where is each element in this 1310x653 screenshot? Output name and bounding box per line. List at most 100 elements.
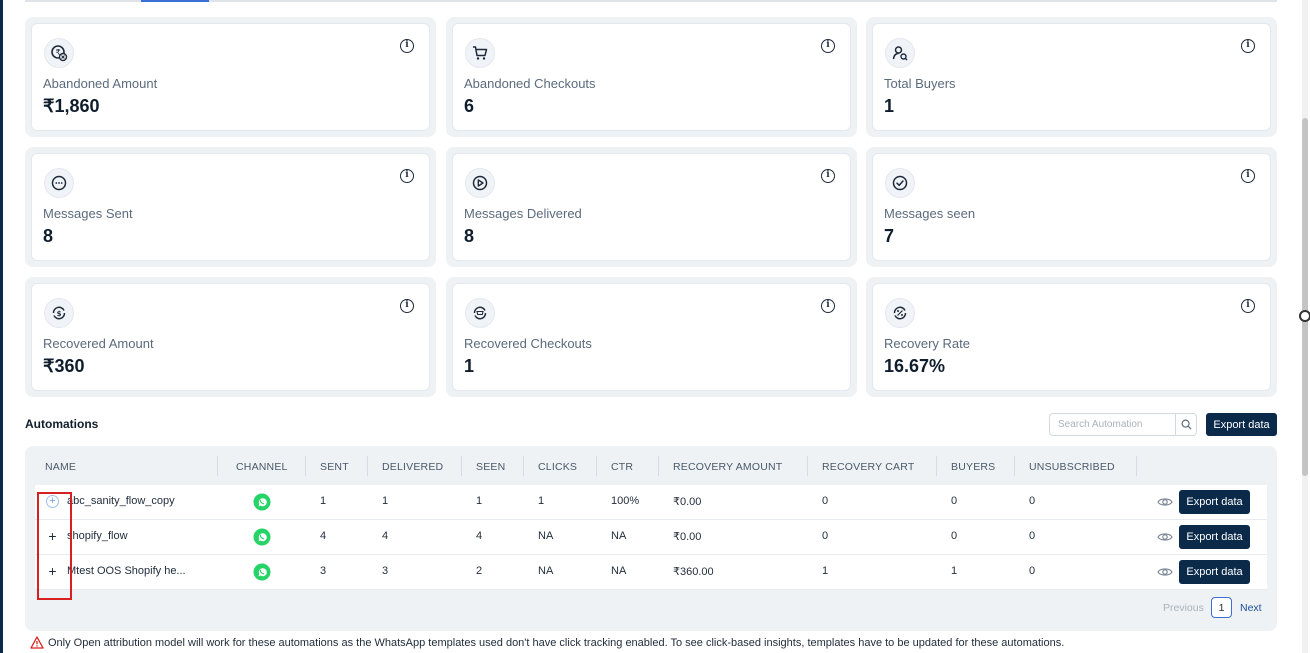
- pagination-previous[interactable]: Previous: [1163, 602, 1204, 614]
- cell-recovery-amount: ₹0.00: [673, 496, 702, 508]
- export-data-button[interactable]: Export data: [1206, 413, 1277, 436]
- automations-table: NAME CHANNEL SENT DELIVERED SEEN CLICKS …: [25, 446, 1277, 631]
- cell-recovery-cart: 1: [822, 565, 829, 577]
- info-icon[interactable]: i: [400, 299, 414, 313]
- warning-icon: [30, 636, 44, 649]
- stat-card-messages-seen: i Messages seen 7: [866, 147, 1277, 267]
- buyer-icon: [885, 38, 915, 68]
- table-row[interactable]: + abc_sanity_flow_copy 1 1 1 1 100% ₹0.0…: [35, 485, 1267, 520]
- cell-seen: 2: [476, 565, 483, 577]
- card-value: 1: [884, 96, 895, 116]
- cart-icon: [465, 38, 495, 68]
- column-header-buyers[interactable]: BUYERS: [951, 461, 996, 473]
- column-header-unsubscribed[interactable]: UNSUBSCRIBED: [1029, 461, 1115, 473]
- stat-card-messages-delivered: i Messages Delivered 8: [446, 147, 857, 267]
- card-label: Total Buyers: [884, 76, 956, 91]
- row-export-data-button[interactable]: Export data: [1179, 490, 1250, 514]
- card-value: ₹1,860: [43, 96, 100, 116]
- cell-buyers: 1: [951, 565, 958, 577]
- seen-check-icon: [885, 168, 915, 198]
- card-value: 16.67%: [884, 356, 946, 376]
- cell-name: Mtest OOS Shopify he...: [67, 565, 186, 577]
- stat-card-recovery-rate: i Recovery Rate 16.67%: [866, 277, 1277, 397]
- scrollbar-thumb[interactable]: [1302, 118, 1308, 476]
- money-icon: ₹: [44, 38, 74, 68]
- automations-title: Automations: [25, 417, 99, 431]
- expand-row-icon[interactable]: +: [46, 495, 59, 508]
- table-row[interactable]: + Mtest OOS Shopify he... 3 3 2 NA NA ₹3…: [35, 555, 1267, 590]
- cell-unsubscribed: 0: [1029, 530, 1036, 542]
- card-value: 1: [464, 356, 475, 376]
- card-label: Messages Delivered: [464, 206, 582, 221]
- search-icon[interactable]: [1175, 414, 1196, 435]
- column-header-delivered[interactable]: DELIVERED: [382, 461, 444, 473]
- svg-text:₹: ₹: [55, 48, 60, 57]
- cell-name: shopify_flow: [67, 530, 128, 542]
- column-header-clicks[interactable]: CLICKS: [538, 461, 578, 473]
- stat-card-abandoned-amount: ₹ i Abandoned Amount ₹1,860: [25, 17, 436, 137]
- stat-card-recovered-amount: $ i Recovered Amount ₹360: [25, 277, 436, 397]
- column-header-ctr[interactable]: CTR: [611, 461, 634, 473]
- cell-clicks: NA: [538, 565, 554, 577]
- row-export-data-button[interactable]: Export data: [1179, 525, 1250, 549]
- card-label: Recovery Rate: [884, 336, 970, 351]
- resize-handle[interactable]: [1299, 310, 1310, 322]
- eye-icon[interactable]: [1157, 566, 1173, 578]
- expand-row-icon[interactable]: +: [48, 563, 57, 579]
- column-header-sent[interactable]: SENT: [320, 461, 349, 473]
- cell-clicks: NA: [538, 530, 554, 542]
- column-header-recovery-cart[interactable]: RECOVERY CART: [822, 461, 915, 473]
- card-value: 8: [464, 226, 475, 246]
- cell-name: abc_sanity_flow_copy: [67, 495, 175, 507]
- pagination-next[interactable]: Next: [1240, 602, 1262, 614]
- column-header-channel[interactable]: CHANNEL: [236, 461, 288, 473]
- card-label: Messages seen: [884, 206, 976, 221]
- stat-card-recovered-checkouts: i Recovered Checkouts 1: [446, 277, 857, 397]
- vertical-scrollbar[interactable]: [1302, 0, 1308, 653]
- info-icon[interactable]: i: [821, 169, 835, 183]
- column-header-seen[interactable]: SEEN: [476, 461, 506, 473]
- table-row[interactable]: + shopify_flow 4 4 4 NA NA ₹0.00 0 0 0 E…: [35, 520, 1267, 555]
- recovery-rate-icon: [885, 298, 915, 328]
- cell-delivered: 3: [382, 565, 389, 577]
- recovered-checkout-icon: [465, 298, 495, 328]
- annotation-highlight-box: [37, 492, 72, 600]
- cell-recovery-amount: ₹0.00: [673, 531, 702, 543]
- stat-card-total-buyers: i Total Buyers 1: [866, 17, 1277, 137]
- info-icon[interactable]: i: [821, 39, 835, 53]
- search-automation[interactable]: [1049, 413, 1197, 436]
- cell-buyers: 0: [951, 530, 958, 542]
- tabs-divider: [25, 0, 1277, 2]
- whatsapp-icon: [253, 563, 271, 581]
- info-icon[interactable]: i: [1241, 169, 1255, 183]
- stat-card-messages-sent: i Messages Sent 8: [25, 147, 436, 267]
- info-icon[interactable]: i: [400, 169, 414, 183]
- whatsapp-icon: [253, 493, 271, 511]
- whatsapp-icon: [253, 528, 271, 546]
- column-header-recovery-amount[interactable]: RECOVERY AMOUNT: [673, 461, 783, 473]
- info-icon[interactable]: i: [821, 299, 835, 313]
- cell-ctr: NA: [611, 530, 627, 542]
- info-icon[interactable]: i: [400, 39, 414, 53]
- expand-row-icon[interactable]: +: [48, 528, 57, 544]
- eye-icon[interactable]: [1157, 496, 1173, 508]
- cell-delivered: 4: [382, 530, 389, 542]
- eye-icon[interactable]: [1157, 531, 1173, 543]
- cell-ctr: 100%: [611, 495, 640, 507]
- attribution-warning: Only Open attribution model will work fo…: [30, 636, 1064, 649]
- pagination-page[interactable]: 1: [1211, 597, 1232, 618]
- cell-recovery-cart: 0: [822, 495, 829, 507]
- info-icon[interactable]: i: [1241, 299, 1255, 313]
- window-left-border: [0, 0, 3, 653]
- cell-unsubscribed: 0: [1029, 495, 1036, 507]
- active-tab-indicator: [141, 0, 209, 2]
- warning-text: Only Open attribution model will work fo…: [48, 636, 1065, 649]
- svg-text:$: $: [57, 310, 62, 318]
- info-icon[interactable]: i: [1241, 39, 1255, 53]
- row-export-data-button[interactable]: Export data: [1179, 560, 1250, 584]
- search-input[interactable]: [1050, 414, 1175, 435]
- card-value: ₹360: [43, 356, 85, 376]
- column-header-name[interactable]: NAME: [45, 461, 77, 473]
- card-label: Recovered Checkouts: [464, 336, 592, 351]
- stat-card-abandoned-checkouts: i Abandoned Checkouts 6: [446, 17, 857, 137]
